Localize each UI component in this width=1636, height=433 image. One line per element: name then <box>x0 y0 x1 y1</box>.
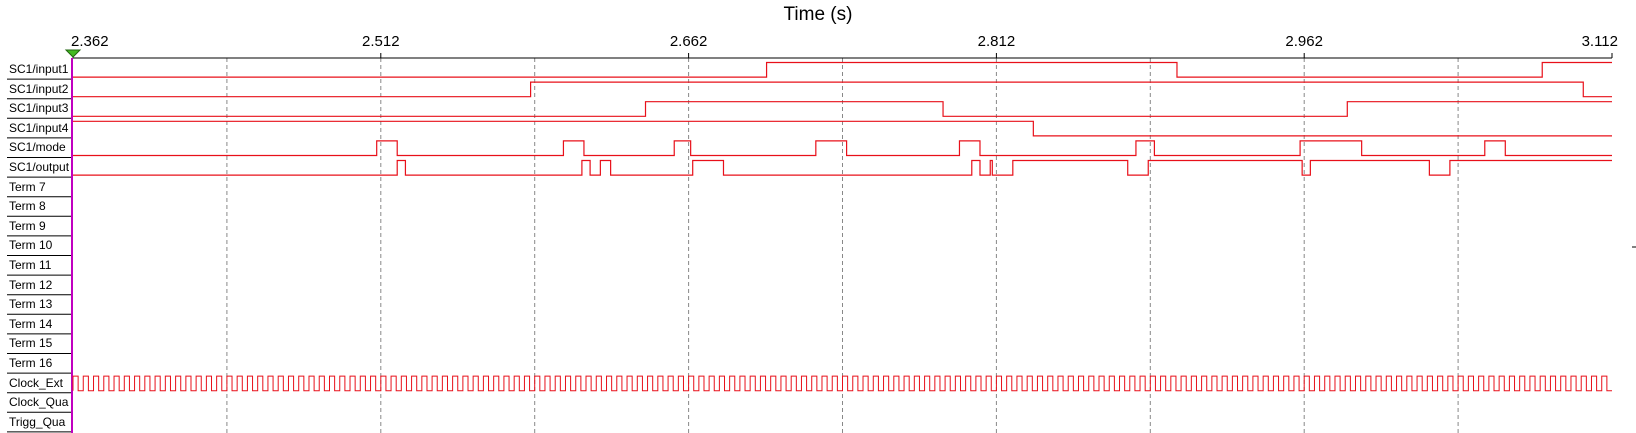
time-tick-label: 2.962 <box>1285 33 1323 50</box>
clock-trace <box>72 375 1612 392</box>
signal-label[interactable]: SC1/output <box>9 160 70 174</box>
signal-trace <box>73 101 1612 117</box>
signal-label[interactable]: Term 8 <box>9 199 46 214</box>
signal-label[interactable]: Term 13 <box>9 297 53 312</box>
signal-label[interactable]: Term 11 <box>9 258 52 272</box>
time-tick-label: 2.662 <box>670 33 708 50</box>
signal-label[interactable]: Trigg_Qua <box>9 414 66 429</box>
time-tick-label: 2.512 <box>362 33 400 50</box>
time-tick-label: 2.362 <box>71 33 109 50</box>
signal-label[interactable]: SC1/input3 <box>9 101 69 116</box>
signal-label[interactable]: SC1/input1 <box>9 62 69 76</box>
cursor-marker-icon <box>64 49 82 58</box>
signal-trace <box>73 61 1612 78</box>
signal-label[interactable]: Term 9 <box>9 218 46 233</box>
signal-label[interactable]: SC1/input2 <box>9 81 69 96</box>
signal-label[interactable]: Term 7 <box>9 179 46 194</box>
signal-label[interactable]: Clock_Qua <box>9 395 69 410</box>
signal-label[interactable]: Term 16 <box>9 356 53 370</box>
signal-label[interactable]: SC1/mode <box>9 140 66 155</box>
signal-label[interactable]: SC1/input4 <box>9 120 69 135</box>
time-tick-label: 3.112 <box>1582 33 1618 50</box>
time-tick-label: 2.812 <box>978 33 1016 50</box>
signal-trace <box>73 159 1612 176</box>
signal-label[interactable]: Term 10 <box>9 238 53 253</box>
signal-trace <box>73 81 1612 98</box>
signal-label[interactable]: Clock_Ext <box>9 375 64 390</box>
time-axis-title: Time (s) <box>783 4 853 25</box>
signal-label[interactable]: Term 12 <box>9 277 53 292</box>
signal-label[interactable]: Term 14 <box>9 316 53 331</box>
signal-trace <box>73 140 1612 157</box>
signal-label[interactable]: Term 15 <box>9 336 53 351</box>
signal-trace <box>73 120 1612 137</box>
